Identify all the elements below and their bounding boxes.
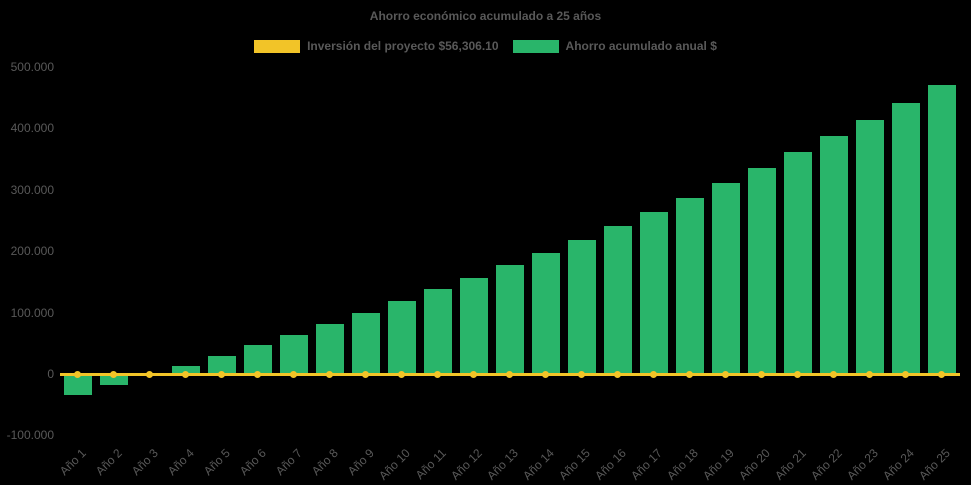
investment-line-marker	[794, 371, 801, 378]
legend-item-savings[interactable]: Ahorro acumulado anual $	[512, 39, 717, 53]
y-axis-tick-label: 200.000	[10, 244, 54, 259]
bar	[100, 374, 128, 386]
bar	[604, 226, 632, 374]
bar	[568, 239, 596, 374]
legend-swatch-savings	[512, 39, 559, 53]
investment-line-marker	[866, 371, 873, 378]
investment-line-marker	[434, 371, 441, 378]
bar	[208, 355, 236, 374]
investment-line-marker	[650, 371, 657, 378]
bar	[64, 374, 92, 396]
investment-line-marker	[362, 371, 369, 378]
bar	[820, 136, 848, 374]
y-axis-tick-label: 400.000	[10, 121, 54, 136]
y-axis-tick-label: -100.000	[6, 428, 54, 443]
bar	[712, 183, 740, 374]
legend-label-savings: Ahorro acumulado anual $	[565, 39, 717, 53]
y-axis-tick-label: 300.000	[10, 182, 54, 197]
bar	[640, 211, 668, 374]
investment-line-marker	[578, 371, 585, 378]
investment-line-marker	[326, 371, 333, 378]
y-axis-tick-label: 100.000	[10, 305, 54, 320]
investment-line-marker	[254, 371, 261, 378]
investment-line-marker	[290, 371, 297, 378]
investment-line-marker	[938, 371, 945, 378]
investment-line-marker	[146, 371, 153, 378]
investment-line-marker	[398, 371, 405, 378]
investment-line-marker	[506, 371, 513, 378]
bar	[676, 197, 704, 374]
chart-title: Ahorro económico acumulado a 25 años	[369, 9, 602, 23]
investment-line-marker	[830, 371, 837, 378]
bar	[244, 345, 272, 374]
bar	[352, 312, 380, 374]
bar	[388, 300, 416, 374]
investment-line-marker	[758, 371, 765, 378]
legend-swatch-investment	[254, 39, 301, 53]
investment-line-marker	[614, 371, 621, 378]
bar	[928, 85, 956, 374]
investment-line-marker	[902, 371, 909, 378]
investment-line-marker	[470, 371, 477, 378]
bar	[748, 168, 776, 374]
bar	[784, 152, 812, 374]
investment-line-marker	[686, 371, 693, 378]
bar	[316, 323, 344, 374]
bar	[496, 265, 524, 374]
legend: Inversión del proyecto $56,306.10 Ahorro…	[0, 39, 971, 53]
bar	[856, 119, 884, 374]
y-axis-tick-label: 500.000	[10, 60, 54, 74]
bar	[172, 366, 200, 374]
investment-line-marker	[218, 371, 225, 378]
investment-line-marker	[74, 371, 81, 378]
y-axis-tick-label: 0	[47, 367, 54, 381]
bar	[424, 289, 452, 374]
investment-line-marker	[542, 371, 549, 378]
investment-line-marker	[110, 371, 117, 378]
bar	[280, 334, 308, 374]
bar	[892, 102, 920, 374]
legend-label-investment: Inversión del proyecto $56,306.10	[307, 39, 499, 53]
investment-line-marker	[722, 371, 729, 378]
bar	[532, 253, 560, 374]
bar	[460, 277, 488, 374]
investment-line-marker	[182, 371, 189, 378]
legend-item-investment[interactable]: Inversión del proyecto $56,306.10	[254, 39, 499, 53]
